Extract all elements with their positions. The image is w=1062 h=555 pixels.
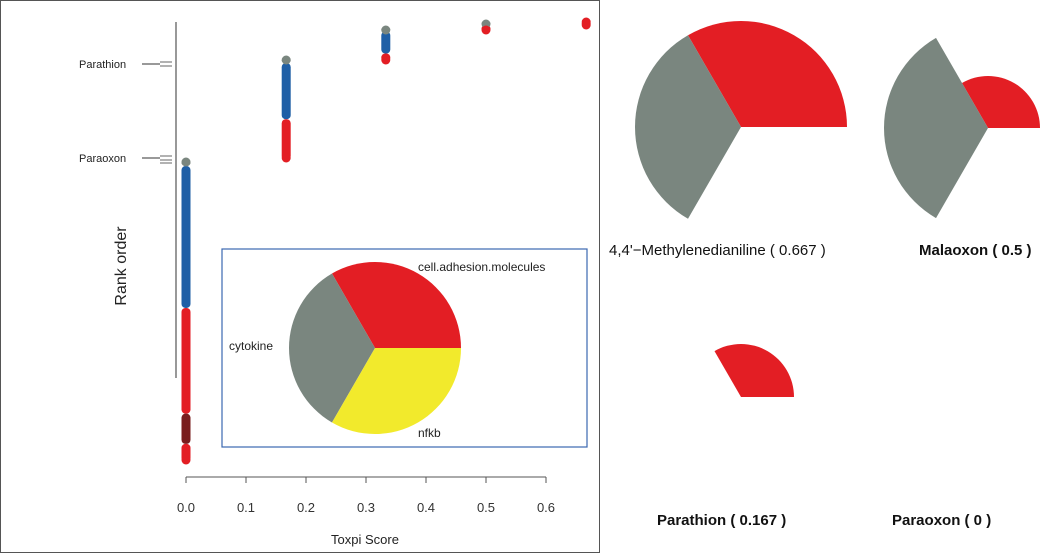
rank-plot: 0.0 0.1 0.2 0.3 0.4 0.5 0.6 Toxpi Score Rank o… (79, 17, 591, 547)
legend-label-nfkb: nfkb (418, 426, 441, 440)
rank-column (181, 157, 191, 465)
x-tick-label: 0.0 (177, 500, 195, 515)
profile-caption-paraoxon: Paraoxon ( 0 ) (892, 512, 991, 529)
legend-pie-slice (332, 348, 461, 434)
rank-point (381, 25, 391, 35)
x-tick-label: 0.5 (477, 500, 495, 515)
profile-pie-methylenedianiline (635, 20, 847, 219)
annotation-parathion-connector (160, 61, 172, 67)
legend-label-cytokine: cytokine (229, 339, 273, 353)
annotation-paraoxon-label: Paraoxon (79, 153, 126, 165)
rank-segment (181, 166, 191, 308)
profile-pie-slice (962, 76, 1040, 128)
profile-caption-parathion: Parathion ( 0.167 ) (657, 512, 786, 529)
rank-point (181, 455, 191, 465)
rank-point (281, 55, 291, 65)
x-tick-label: 0.2 (297, 500, 315, 515)
rank-point (581, 20, 591, 30)
rank-segment (181, 307, 191, 414)
x-tick-label: 0.6 (537, 500, 555, 515)
profile-caption-methylenedianiline: 4,4'−Methylenedianiline ( 0.667 ) (609, 242, 826, 259)
rank-point (381, 55, 391, 65)
y-axis-title: Rank order (113, 226, 130, 306)
legend-pie-slice (332, 262, 461, 348)
rank-column (381, 25, 391, 65)
x-axis: 0.0 0.1 0.2 0.3 0.4 0.5 0.6 (177, 476, 555, 515)
rank-point (181, 157, 191, 167)
x-ticks: 0.0 0.1 0.2 0.3 0.4 0.5 0.6 (177, 477, 555, 515)
profile-caption-malaoxon: Malaoxon ( 0.5 ) (919, 242, 1032, 259)
annotation-paraoxon-connector (160, 155, 172, 164)
legend-pie (289, 262, 461, 434)
legend-label-cell-adhesion: cell.adhesion.molecules (418, 260, 545, 274)
annotation-parathion: Parathion (79, 59, 172, 71)
rank-segment (381, 31, 391, 54)
rank-column (281, 55, 291, 163)
profile-pie-parathion (714, 343, 794, 397)
toxpi-profiles: 4,4'−Methylenedianiline ( 0.667 ) Malaox… (609, 20, 1040, 529)
profile-pie-malaoxon (884, 37, 1040, 219)
x-axis-title: Toxpi Score (331, 532, 399, 547)
rank-segment (181, 413, 191, 444)
profile-pie-slice (688, 20, 847, 127)
rank-column (481, 19, 491, 35)
legend-pie-slice (289, 273, 375, 423)
profile-pie-slice (714, 343, 794, 397)
annotation-parathion-label: Parathion (79, 59, 126, 71)
x-tick-label: 0.4 (417, 500, 435, 515)
x-tick-label: 0.1 (237, 500, 255, 515)
rank-point (281, 153, 291, 163)
rank-point (481, 25, 491, 35)
annotation-paraoxon: Paraoxon (79, 153, 172, 165)
rank-column (581, 17, 591, 30)
profile-pie-slice (635, 35, 741, 219)
rank-segment (281, 119, 291, 160)
x-tick-label: 0.3 (357, 500, 375, 515)
rank-segment (281, 63, 291, 120)
profile-pie-slice (884, 37, 988, 219)
rank-columns (181, 17, 591, 465)
